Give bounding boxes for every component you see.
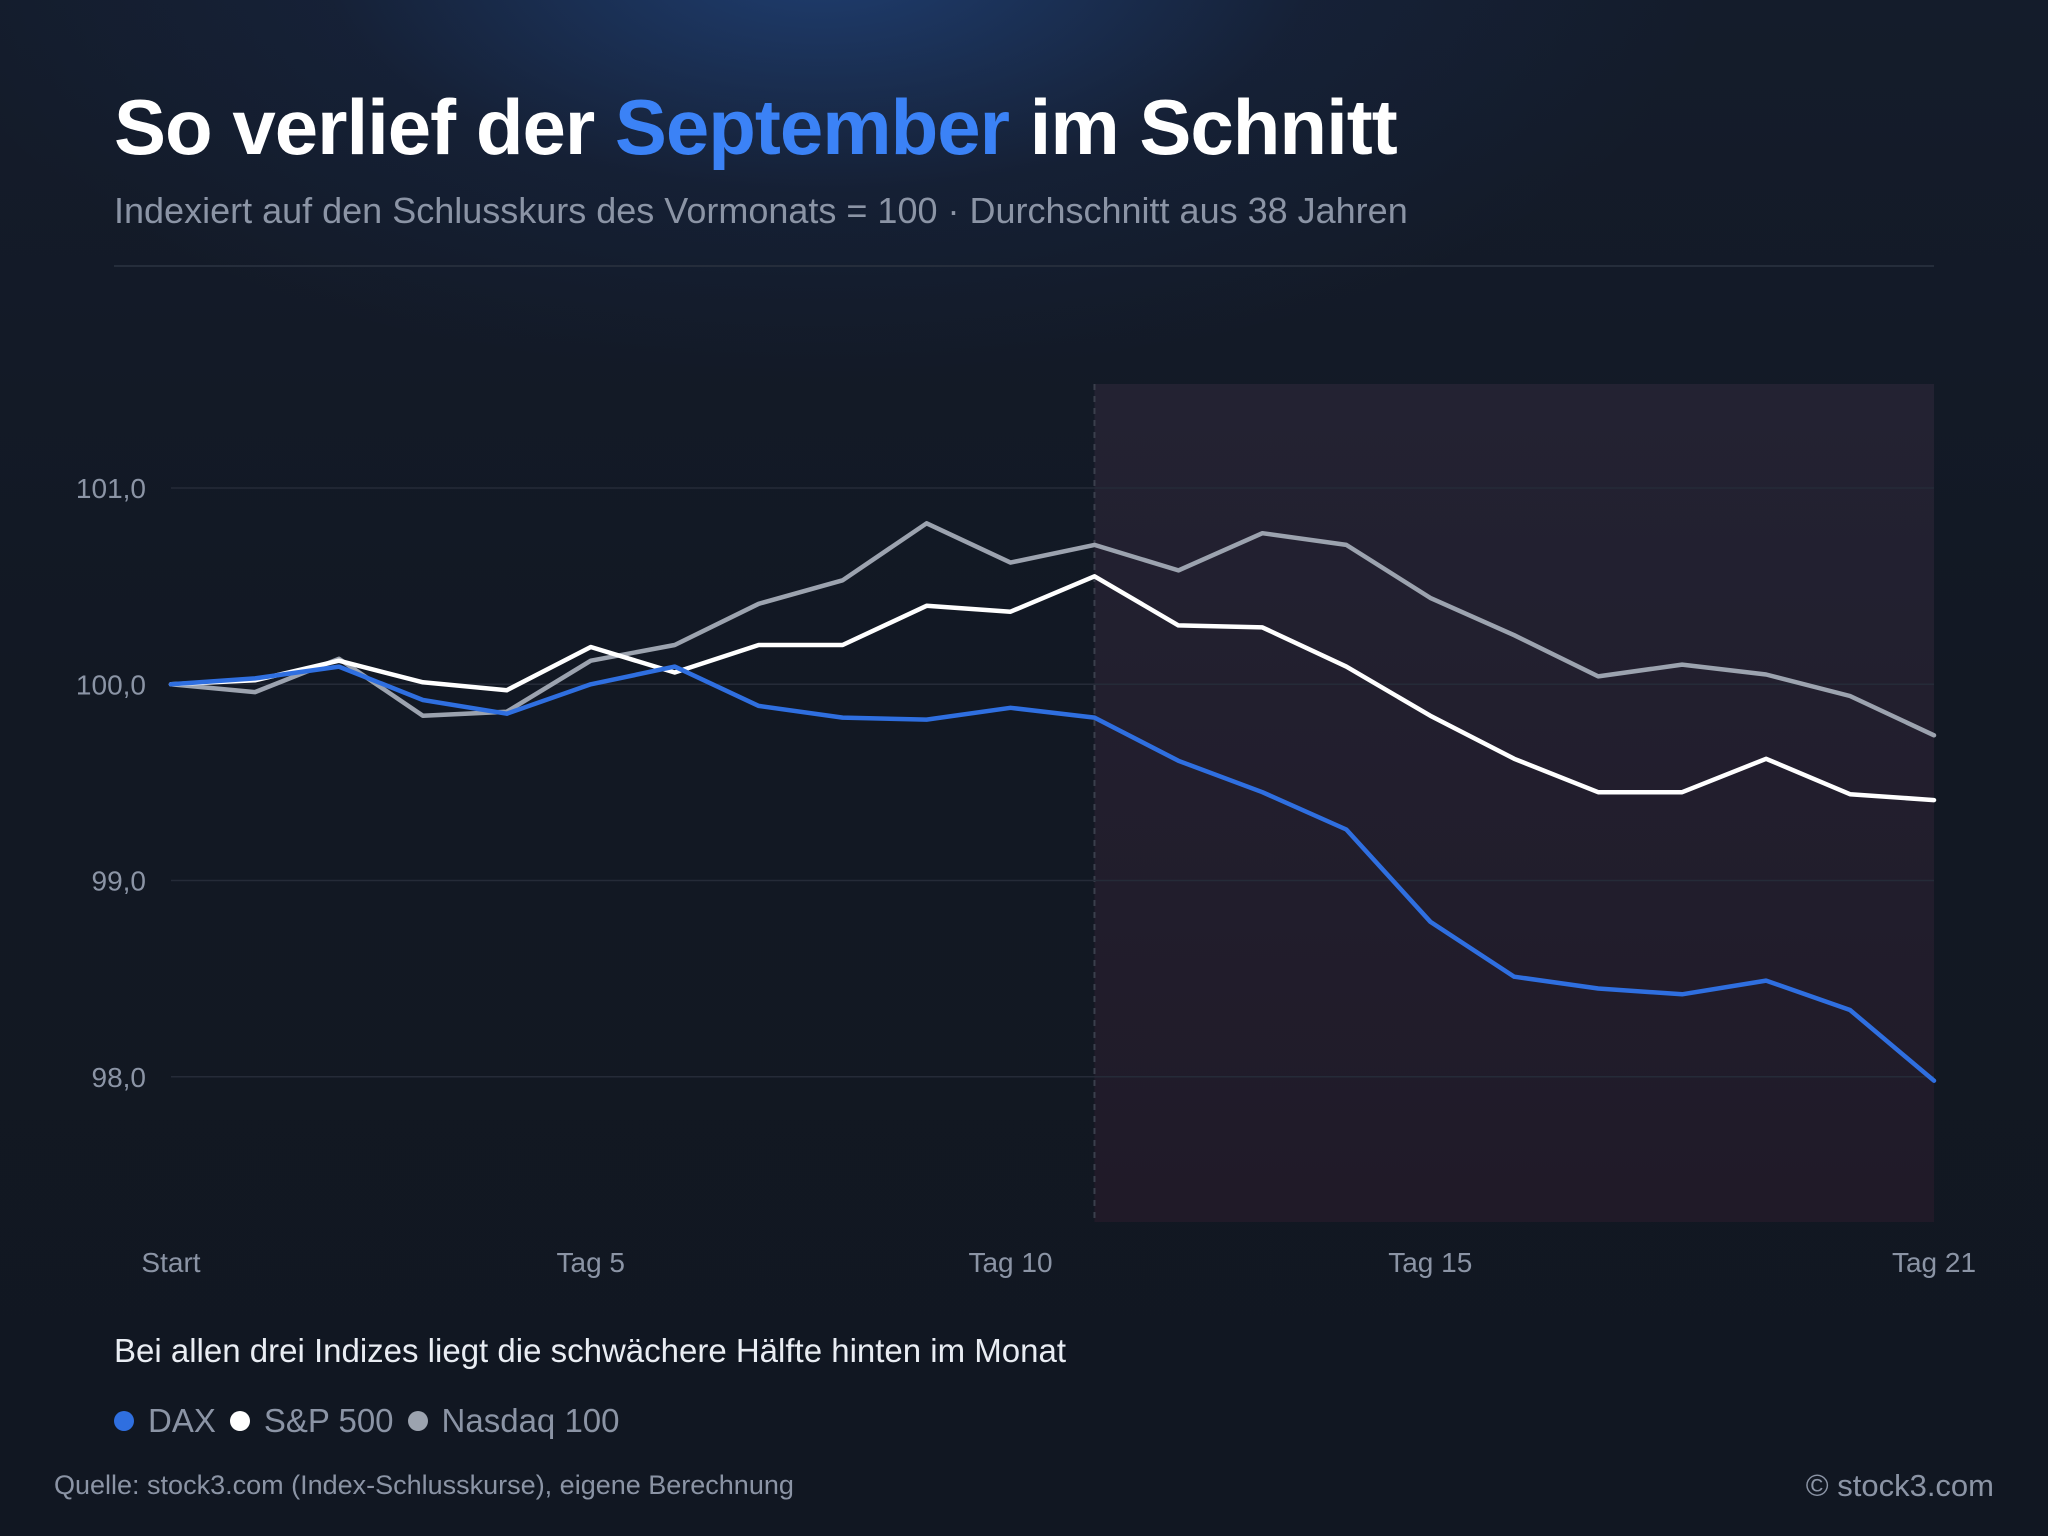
legend-dot-sp500 [229,1411,250,1431]
source-note: Quelle: stock3.com (Index-Schlusskurse),… [54,1470,794,1500]
header-divider [114,265,1934,267]
x-tick-label: Start [141,1247,200,1278]
x-tick-label: Tag 10 [968,1247,1052,1278]
legend-dot-nasdaq100 [407,1411,428,1431]
legend-dot-dax [114,1411,134,1431]
copyright: © stock3.com [1805,1468,1994,1503]
legend-label-nasdaq100: Nasdaq 100 [441,1402,620,1439]
title-part-2: im Schnitt [1009,83,1398,171]
x-tick-label: Tag 5 [557,1247,626,1278]
highlight-region [1094,384,1934,1222]
chart-subtitle: Indexiert auf den Schlusskurs des Vormon… [114,190,1408,231]
series-line-sp500 [168,574,1937,803]
chart-title: So verlief der September im Schnitt [114,82,1398,173]
title-accent-month: September [614,83,1010,171]
legend-item-nasdaq100: Nasdaq 100 [407,1402,620,1440]
title-part-1: So verlief der [114,83,615,171]
series-line-dax [168,664,1937,1083]
series-line-nasdaq100 [168,521,1937,738]
legend-label-sp500: S&P 500 [263,1402,394,1439]
x-tick-label: Tag 21 [1892,1247,1976,1278]
y-tick-label: 101,0 [76,473,146,504]
legend-item-dax: DAX [114,1402,216,1440]
legend-label-dax: DAX [148,1402,216,1439]
y-tick-label: 99,0 [92,866,147,897]
chart-note: Bei allen drei Indizes liegt die schwäch… [114,1332,1067,1369]
y-tick-label: 98,0 [92,1062,147,1093]
y-tick-label: 100,0 [76,669,146,700]
chart-legend: DAX S&P 500 Nasdaq 100 [114,1402,634,1440]
x-tick-label: Tag 15 [1388,1247,1472,1278]
legend-item-sp500: S&P 500 [229,1402,394,1440]
